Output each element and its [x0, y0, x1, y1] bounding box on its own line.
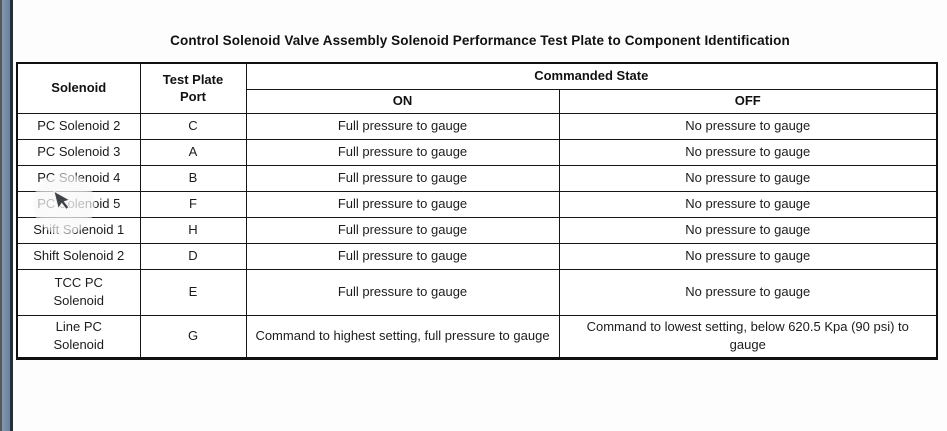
cell-off-state: No pressure to gauge [558, 268, 938, 316]
window-edge-dark-line [10, 0, 13, 431]
cell-solenoid: Shift Solenoid 1 [16, 216, 141, 244]
cell-on-state: Full pressure to gauge [245, 112, 560, 140]
header-solenoid: Solenoid [16, 62, 141, 114]
header-test-plate-port: Test Plate Port [139, 62, 247, 114]
cell-port: G [139, 314, 247, 359]
cell-off-state: No pressure to gauge [558, 242, 938, 270]
cell-on-state: Full pressure to gauge [245, 216, 560, 244]
table-row: Shift Solenoid 2 D Full pressure to gaug… [16, 242, 938, 270]
table-row: PC Solenoid 2 C Full pressure to gauge N… [16, 112, 938, 140]
cell-off-state: Command to lowest setting, below 620.5 K… [558, 314, 938, 359]
cell-solenoid: PC Solenoid 3 [16, 138, 141, 166]
cell-on-state: Full pressure to gauge [245, 242, 560, 270]
cell-port: H [139, 216, 247, 244]
table-row: Shift Solenoid 1 H Full pressure to gaug… [16, 216, 938, 244]
cell-solenoid: Shift Solenoid 2 [16, 242, 141, 270]
header-commanded-state: Commanded State [245, 62, 938, 90]
header-on: ON [245, 88, 560, 114]
cell-port: D [139, 242, 247, 270]
cell-off-state: No pressure to gauge [558, 112, 938, 140]
header-off: OFF [558, 88, 938, 114]
table-row: Line PC Solenoid G Command to highest se… [16, 314, 938, 359]
cell-on-state: Full pressure to gauge [245, 138, 560, 166]
cell-on-state: Full pressure to gauge [245, 268, 560, 316]
table-row: TCC PC Solenoid E Full pressure to gauge… [16, 268, 938, 316]
table-row: PC Solenoid 5 F Full pressure to gauge N… [16, 190, 938, 218]
cell-solenoid: PC Solenoid 2 [16, 112, 141, 140]
cell-solenoid: TCC PC Solenoid [16, 268, 141, 316]
cell-port: F [139, 190, 247, 218]
table-row: PC Solenoid 3 A Full pressure to gauge N… [16, 138, 938, 166]
cell-off-state: No pressure to gauge [558, 216, 938, 244]
table-row: PC Solenoid 4 B Full pressure to gauge N… [16, 164, 938, 192]
cell-solenoid: Line PC Solenoid [16, 314, 141, 359]
table-header-row-2: ON OFF [17, 88, 938, 114]
cell-off-state: No pressure to gauge [558, 138, 938, 166]
cell-port: C [139, 112, 247, 140]
cell-port: B [139, 164, 247, 192]
cell-off-state: No pressure to gauge [558, 190, 938, 218]
window-edge-outer-strip [0, 0, 2, 431]
cell-port: A [139, 138, 247, 166]
cell-off-state: No pressure to gauge [558, 164, 938, 192]
cell-on-state: Full pressure to gauge [245, 190, 560, 218]
cell-on-state: Command to highest setting, full pressur… [245, 314, 560, 359]
cell-solenoid: PC Solenoid 5 [16, 190, 141, 218]
solenoid-performance-table: Solenoid Test Plate Port Commanded State… [16, 62, 939, 360]
table-header-row-1: Solenoid Test Plate Port Commanded State [16, 62, 938, 114]
window-edge-blue-bar [2, 0, 10, 431]
cell-port: E [139, 268, 247, 316]
page-title: Control Solenoid Valve Assembly Solenoid… [170, 33, 790, 48]
cell-on-state: Full pressure to gauge [245, 164, 560, 192]
cell-solenoid: PC Solenoid 4 [16, 164, 141, 192]
